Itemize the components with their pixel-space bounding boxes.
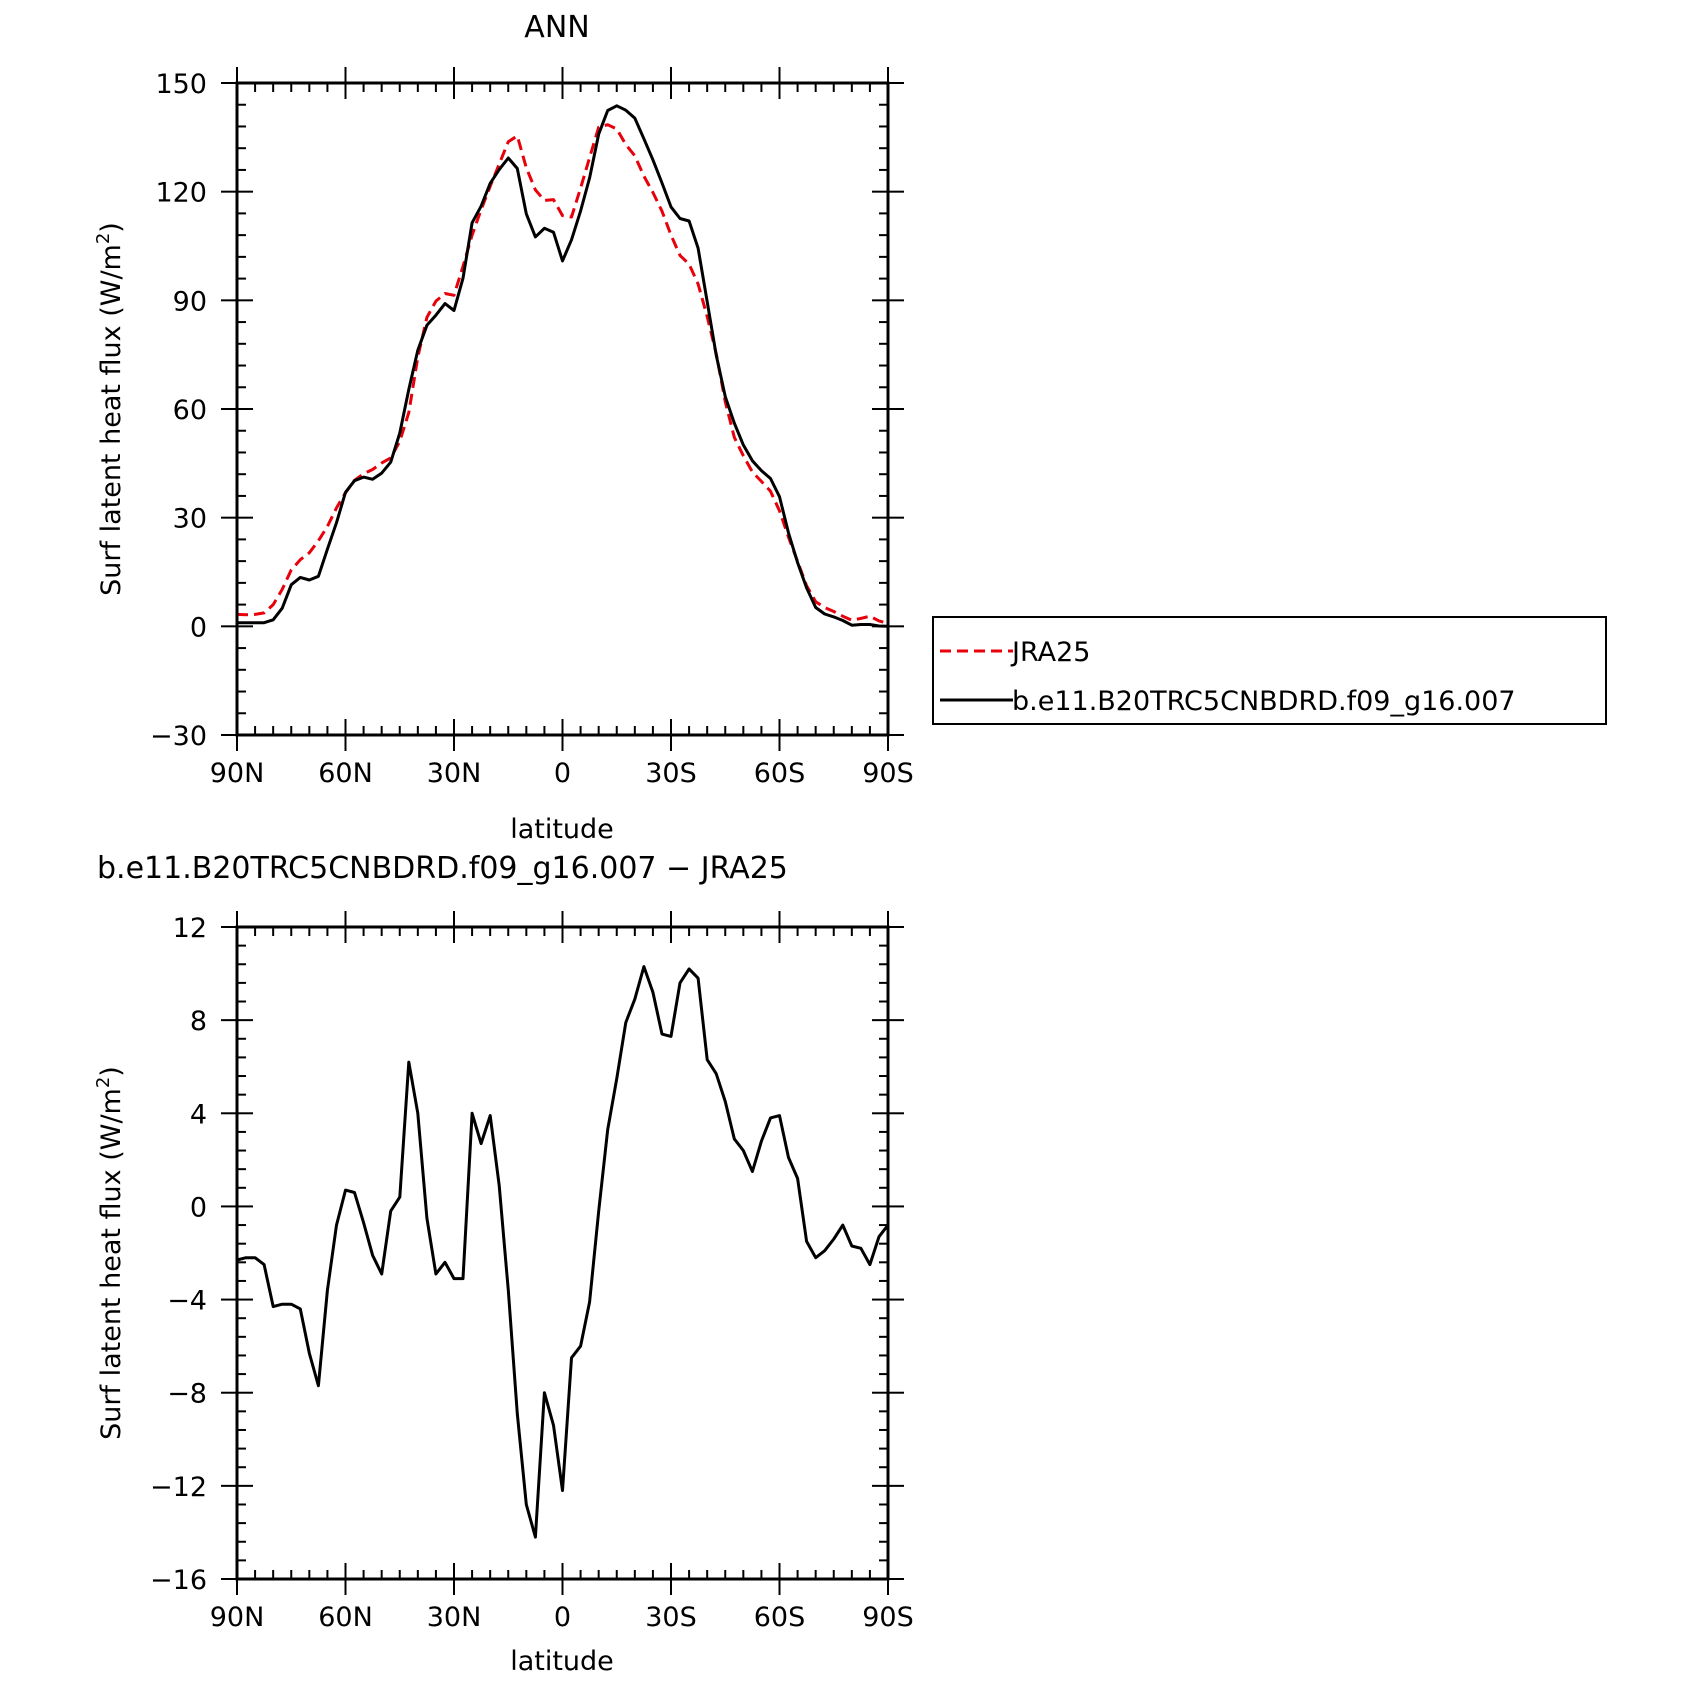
bottom-x-tick-label: 90N bbox=[210, 1602, 265, 1633]
top-x-tick-label: 90S bbox=[862, 758, 914, 789]
bottom-panel-ticks: 90N 60N 30N 0 30S 60S 90S −16 −12 −8 −4 0 4 8 12 bbox=[150, 911, 914, 1633]
bottom-panel-ylabel: Surf latent heat flux (W/m2) bbox=[93, 1066, 127, 1440]
bottom-y-tick-label: −8 bbox=[167, 1379, 207, 1410]
bottom-y-tick-label: 4 bbox=[190, 1099, 207, 1130]
bottom-panel: b.e11.B20TRC5CNBDRD.f09_g16.007 − JRA25 … bbox=[93, 851, 914, 1677]
top-y-tick-label: 120 bbox=[155, 178, 207, 209]
bottom-x-tick-label: 60S bbox=[754, 1602, 806, 1633]
top-y-tick-label: −30 bbox=[150, 721, 207, 752]
bottom-y-tick-label: 0 bbox=[190, 1192, 207, 1223]
top-y-tick-label: 30 bbox=[173, 504, 207, 535]
top-x-tick-label: 0 bbox=[554, 758, 571, 789]
bottom-panel-title: b.e11.B20TRC5CNBDRD.f09_g16.007 − JRA25 bbox=[97, 851, 788, 886]
top-x-tick-label: 90N bbox=[210, 758, 265, 789]
top-panel-ylabel: Surf latent heat flux (W/m2) bbox=[93, 222, 127, 596]
top-panel: ANN 90N 60N 30N 0 30S 60S 90S−300306090120150 … bbox=[93, 10, 914, 845]
top-x-tick-label: 60S bbox=[754, 758, 806, 789]
bottom-panel-xlabel: latitude bbox=[510, 1646, 614, 1677]
bottom-y-tick-label: −16 bbox=[150, 1565, 207, 1596]
bottom-x-tick-label: 90S bbox=[862, 1602, 914, 1633]
bottom-y-tick-label: −12 bbox=[150, 1472, 207, 1503]
top-y-tick-label: 90 bbox=[173, 286, 207, 317]
legend-label-model: b.e11.B20TRC5CNBDRD.f09_g16.007 bbox=[1012, 686, 1516, 717]
bottom-x-tick-label: 60N bbox=[318, 1602, 373, 1633]
bottom-x-tick-label: 0 bbox=[554, 1602, 571, 1633]
top-series-line-b-e11-b20trc5cnbdrd-f09-g16-007 bbox=[237, 104, 889, 628]
bottom-series-line-0 bbox=[236, 965, 890, 1539]
top-x-tick-label: 30S bbox=[645, 758, 697, 789]
top-panel-series bbox=[236, 104, 889, 628]
bottom-x-tick-label: 30S bbox=[645, 1602, 697, 1633]
bottom-panel-series bbox=[236, 965, 890, 1539]
top-y-tick-label: 0 bbox=[190, 612, 207, 643]
top-y-tick-label: 150 bbox=[155, 69, 207, 100]
bottom-panel-frame bbox=[235, 925, 890, 1581]
top-x-tick-label: 30N bbox=[427, 758, 482, 789]
bottom-y-tick-label: 12 bbox=[173, 913, 207, 944]
bottom-y-tick-label: 8 bbox=[190, 1006, 207, 1037]
legend: JRA25 b.e11.B20TRC5CNBDRD.f09_g16.007 bbox=[932, 616, 1607, 725]
bottom-x-tick-label: 30N bbox=[427, 1602, 482, 1633]
top-x-tick-label: 60N bbox=[318, 758, 373, 789]
top-panel-frame bbox=[235, 81, 890, 737]
legend-box bbox=[932, 616, 1607, 725]
top-panel-xlabel: latitude bbox=[510, 814, 614, 845]
top-y-tick-label: 60 bbox=[173, 395, 207, 426]
top-panel-title: ANN bbox=[524, 10, 589, 45]
bottom-y-tick-label: −4 bbox=[167, 1286, 207, 1317]
legend-label-jra25: JRA25 bbox=[1010, 637, 1090, 668]
